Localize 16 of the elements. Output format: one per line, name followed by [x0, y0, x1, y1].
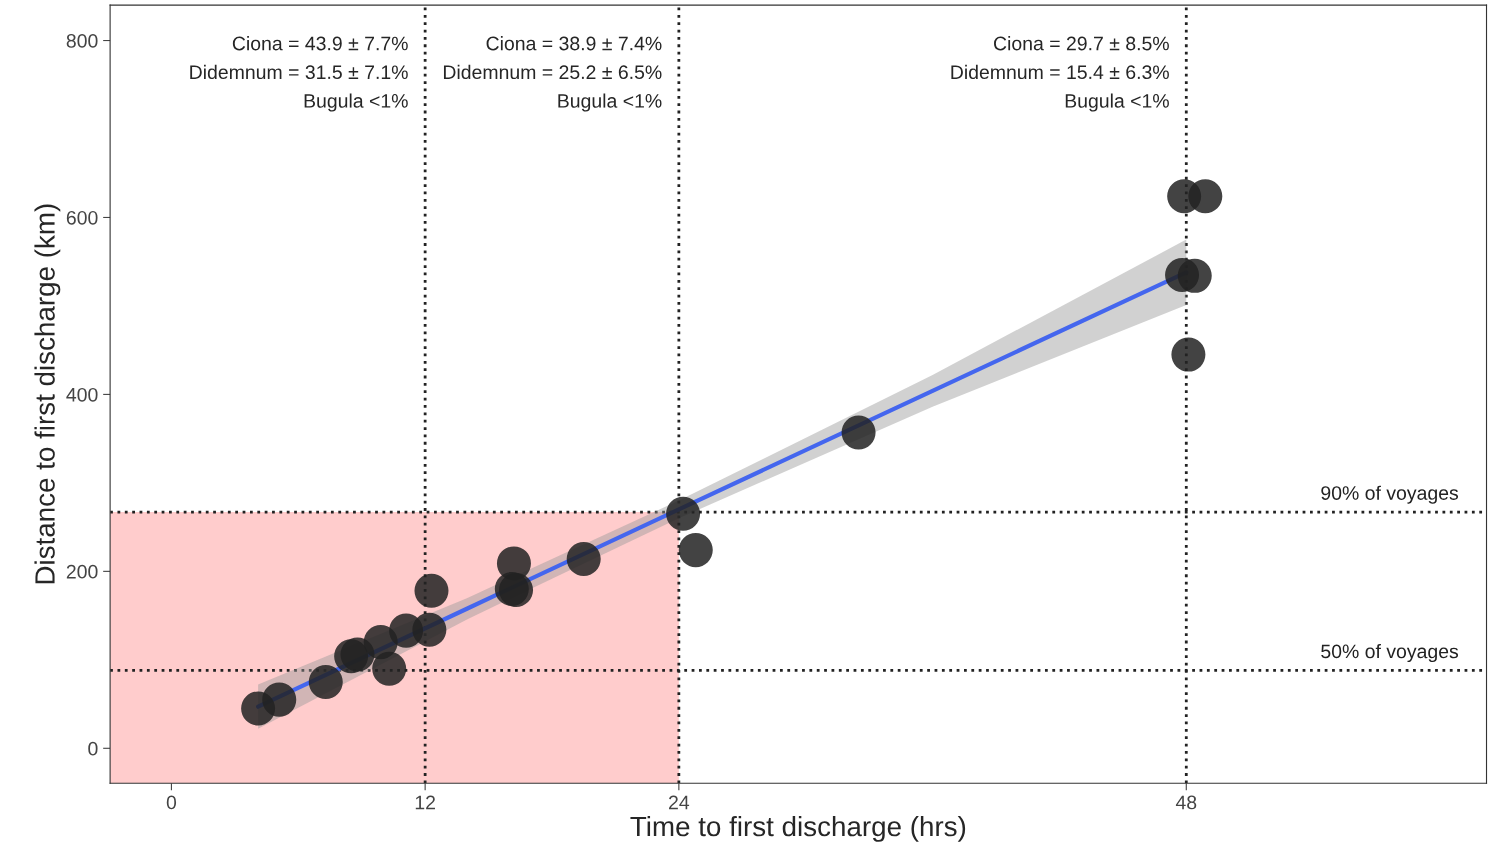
ref-line-label: 50% of voyages — [1321, 644, 1459, 663]
x-tick-label: 48 — [1175, 795, 1197, 810]
annotation: Ciona = 38.9 ± 7.4% Didemnum = 25.2 ± 6.5% Bugula <1% — [443, 36, 662, 112]
x-axis-title: Time to first discharge (hrs) — [630, 815, 966, 842]
y-tick-label: 0 — [88, 741, 98, 756]
y-tick-label: 600 — [66, 210, 98, 225]
y-tick-label: 400 — [66, 387, 98, 402]
y-tick-label: 800 — [66, 33, 98, 48]
x-tick-label: 0 — [166, 795, 177, 810]
x-tick-label: 12 — [415, 795, 435, 810]
x-tick-label: 24 — [669, 795, 690, 810]
annotation: Ciona = 43.9 ± 7.7% Didemnum = 31.5 ± 7.1% Bugula <1% — [190, 36, 408, 112]
annotation: Ciona = 29.7 ± 8.5% Didemnum = 15.4 ± 6.3% Bugula <1% — [951, 36, 1169, 112]
y-tick-label: 200 — [66, 564, 98, 579]
ref-line-label: 90% of voyages — [1321, 485, 1459, 504]
y-axis-title: Distance to first discharge (km) — [34, 204, 61, 584]
